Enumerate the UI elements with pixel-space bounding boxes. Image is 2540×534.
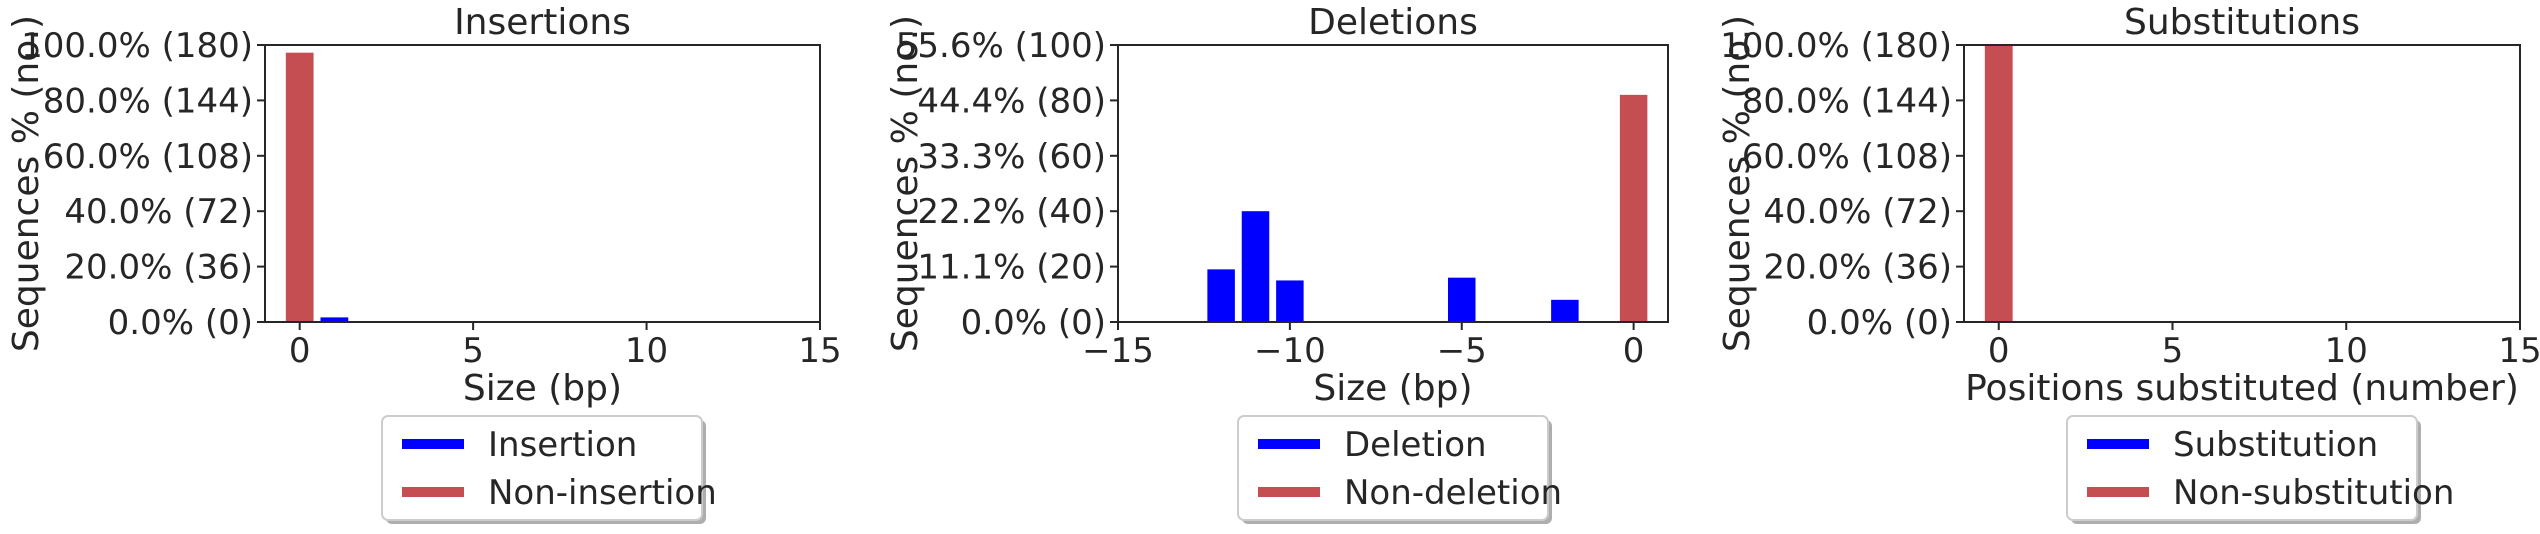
x-tick-label: 5 [462,331,484,371]
y-tick-label: 40.0% (72) [64,192,253,232]
legend-label: Insertion [488,425,637,465]
y-tick-label: 80.0% (144) [43,81,253,121]
x-tick-label: 15 [2498,331,2540,371]
x-tick-label: 10 [625,331,668,371]
legend: Substitution Non-substitution [2066,415,2454,524]
y-tick-label: 55.6% (100) [896,26,1106,66]
bar-deletion [1207,269,1235,322]
y-tick-label: 33.3% (60) [917,137,1106,177]
legend-label: Non-insertion [488,473,717,513]
y-axis-label: Sequences % (no.) [6,15,47,352]
axes-frame [1963,44,2521,323]
y-tick-label: 20.0% (36) [64,248,253,288]
y-tick-label: 20.0% (36) [1763,248,1952,288]
legend: Insertion Non-insertion [381,415,717,524]
chart-title: Insertions [454,2,631,43]
x-axis-label: Size (bp) [1313,368,1472,409]
axes-frame [1117,44,1669,323]
y-tick-label: 40.0% (72) [1763,192,1952,232]
x-tick-label: 10 [2325,331,2368,371]
legend-label: Non-deletion [1344,473,1562,513]
y-tick-label: 11.1% (20) [917,248,1106,288]
bar-deletion [1241,211,1270,322]
x-tick-label: 0 [1988,331,2010,371]
y-axis-label: Sequences % (no.) [885,15,926,352]
x-tick-label: −10 [1254,331,1326,371]
y-tick-label: 0.0% (0) [961,303,1106,343]
x-axis-label: Size (bp) [463,368,622,409]
x-tick-label: 15 [798,331,841,371]
x-tick-label: 0 [1623,331,1645,371]
x-axis-label: Positions substituted (number) [1965,368,2519,409]
bar-insertion [320,317,349,322]
y-tick-label: 60.0% (108) [1742,137,1952,177]
bar-deletion [1276,280,1304,322]
y-tick-label: 44.4% (80) [917,81,1106,121]
bar-non-substitution [1984,45,2013,322]
x-tick-label: −5 [1437,331,1487,371]
legend-label: Deletion [1344,425,1487,465]
x-tick-label: −15 [1082,331,1154,371]
legend-label: Non-substitution [2173,473,2454,513]
chart-panel-3: 0.0% (0) 20.0% (36) 40.0% (72) 60.0% (108) 8… [1717,2,2540,524]
legend: Deletion Non-deletion [1237,415,1562,524]
chart-title: Deletions [1308,2,1478,43]
bar-non-deletion [1619,94,1648,322]
bar-non-insertion [285,52,314,322]
y-axis-label: Sequences % (no.) [1717,15,1758,352]
y-tick-label: 22.2% (40) [917,192,1106,232]
y-tick-label: 0.0% (0) [108,303,253,343]
y-tick-label: 0.0% (0) [1807,303,1952,343]
chart-panel-2: 0.0% (0) 11.1% (20) 22.2% (40) 33.3% (60) 44… [885,2,1669,524]
chart-title: Substitutions [2124,2,2360,43]
axes-frame [264,44,821,323]
y-tick-label: 60.0% (108) [43,137,253,177]
legend-label: Substitution [2173,425,2378,465]
y-tick-label: 100.0% (180) [1720,26,1952,66]
y-tick-label: 80.0% (144) [1742,81,1952,121]
x-tick-label: 5 [2162,331,2184,371]
y-tick-label: 100.0% (180) [21,26,253,66]
x-tick-label: 0 [289,331,311,371]
bar-deletion [1448,277,1476,322]
bar-deletion [1551,299,1579,322]
chart-panel-1: 0.0% (0) 20.0% (36) 40.0% (72) 60.0% (108) 8… [6,2,842,524]
legend-box [2066,415,2418,521]
